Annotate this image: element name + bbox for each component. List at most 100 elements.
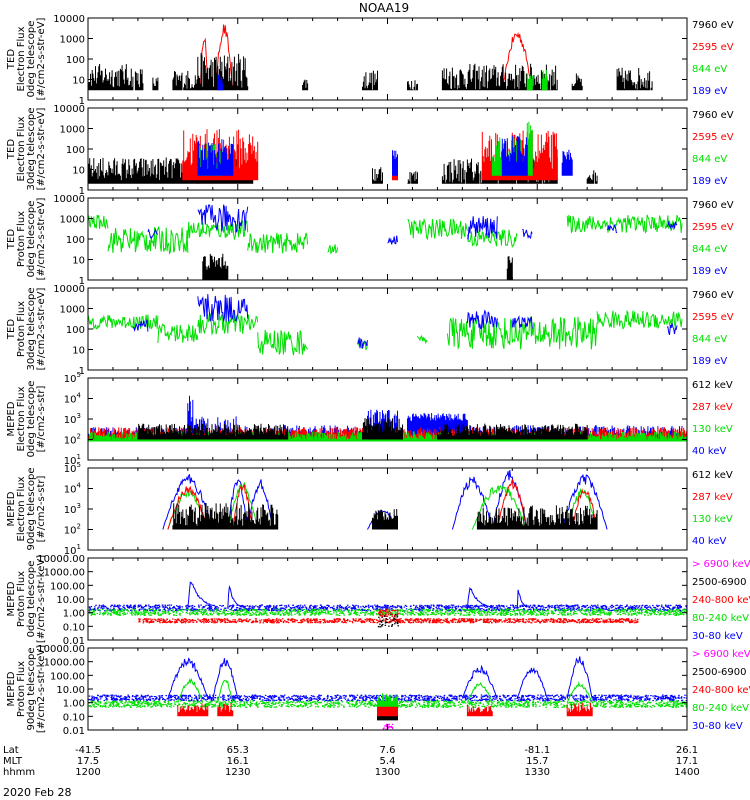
series-blue-1-seg-0-dot [133, 606, 135, 608]
series-blue-1-seg-0-dot [125, 605, 128, 607]
series-red-3-seg-0-dot [452, 621, 454, 623]
series-red-3-seg-0-dot [482, 620, 485, 622]
series-green-2-seg-0-dot [600, 612, 602, 614]
series-green-2-seg-0-dot [391, 609, 393, 611]
series-green-2-seg-0-dot [680, 613, 683, 615]
series-blue-1-seg-0-dot [648, 699, 651, 701]
series-green-2-seg-0-dot [489, 614, 491, 616]
series-blue-1-seg-0-dot [506, 607, 509, 609]
series-red-3-seg-0-dot [322, 622, 325, 624]
series-green-2-seg-0-dot [213, 609, 215, 611]
series-green-2-seg-0-dot [550, 612, 553, 614]
series-green-2-seg-0-dot [204, 609, 206, 611]
series-black-3-seg-1 [372, 509, 398, 530]
series-green-2-seg-0-dot [606, 613, 608, 615]
series-blue-1-seg-0-dot [326, 606, 329, 609]
series-green-2-seg-0-dot [430, 611, 433, 614]
series-red-3-seg-0-dot [580, 621, 583, 623]
series-green-2-seg-0-dot [633, 609, 636, 611]
series-green-2-seg-0-dot [245, 609, 247, 611]
series-green-2-seg-0-dot [155, 609, 158, 612]
series-green-2-seg-0-dot [365, 612, 368, 614]
series-blue-1-seg-0-dot [209, 608, 211, 610]
series-green-2-seg-0-dot [537, 614, 539, 616]
series-green-2-seg-0-dot [629, 610, 632, 612]
series-blue-1-seg-0-dot [667, 605, 669, 607]
series-red-3-seg-0-dot [242, 620, 245, 622]
series-green-2-seg-0-dot [473, 614, 475, 616]
y-tick-exponent: 4 [77, 392, 82, 400]
series-red-3-seg-0-dot [160, 618, 162, 620]
series-red-3-seg-0-dot [254, 618, 257, 620]
series-blue-1-seg-0-dot [361, 610, 363, 612]
series-blue-1-seg-0-dot [466, 607, 468, 610]
series-red-3-seg-0-dot [207, 620, 210, 622]
series-blue-1-seg-0-dot [267, 609, 270, 611]
series-red-3-seg-0-dot [629, 621, 632, 624]
series-red-3-seg-0-dot [347, 618, 349, 621]
series-blue-1-seg-0-dot [339, 606, 341, 608]
series-blue-1-seg-0-dot [104, 610, 106, 612]
series-red-3-seg-0-dot [273, 622, 275, 624]
series-green-2-seg-0-dot [444, 613, 446, 615]
series-green-2-seg-0-dot [601, 609, 603, 611]
series-blue-1-seg-0-dot [246, 608, 248, 610]
series-red-3-seg-0-dot [259, 622, 261, 624]
series-green-2-seg-0-dot [280, 609, 282, 611]
series-red-3-seg-0-dot [238, 618, 240, 620]
series-blue-1-seg-0-dot [253, 606, 255, 608]
series-green-2-seg-0-dot [451, 609, 453, 611]
series-green-2-seg-0-dot [534, 609, 536, 611]
series-green-2-seg-0-dot [252, 614, 254, 616]
series-green-2-seg-0-dot [172, 609, 174, 611]
series-blue-0-seg-3 [516, 589, 528, 609]
series-red-3-seg-0-dot [232, 620, 234, 623]
legend-entry: 2595 eV [692, 312, 734, 323]
series-blue-1-seg-0-dot [618, 608, 621, 610]
series-blue-1-seg-0-dot [499, 605, 501, 607]
series-blue-1-seg-0-dot [251, 607, 253, 609]
series-blue-1-seg-0-dot [134, 605, 137, 608]
series-green-2-seg-0-dot [182, 611, 184, 613]
panel-3-data [88, 204, 683, 280]
series-green-2-seg-0-dot [286, 609, 288, 611]
series-black-1-seg-5 [302, 79, 309, 91]
series-red-3-seg-0-dot [591, 619, 593, 621]
series-red-5-seg-0-dot [385, 608, 387, 610]
series-blue-1-seg-0-dot [206, 608, 209, 610]
series-blue-1-seg-0-dot [202, 606, 205, 608]
series-blue-1-seg-0-dot [204, 695, 206, 697]
series-blue-1-seg-0-dot [292, 604, 294, 606]
series-red-3-seg-0-dot [616, 620, 619, 622]
series-red-3-seg-0-dot [333, 620, 335, 622]
series-red-5-seg-0-dot [380, 610, 382, 612]
series-green-2-seg-0-dot [354, 609, 357, 611]
series-red-3-seg-0-dot [598, 618, 600, 620]
series-green-2-seg-0-dot [362, 611, 364, 614]
series-red-3-seg-0-dot [177, 618, 179, 620]
series-green-2-seg-0-dot [453, 610, 456, 612]
series-green-2-seg-0-dot [602, 612, 604, 614]
series-red-3-seg-0-dot [426, 619, 429, 621]
series-green-2-seg-0-dot [323, 612, 325, 614]
series-green-2-seg-0-dot [460, 612, 462, 614]
series-blue-0-seg-1 [227, 479, 249, 530]
series-green-2-seg-0-dot [539, 613, 542, 616]
series-blue-1-seg-0-dot [94, 606, 96, 608]
series-green-2-seg-0-dot [294, 610, 296, 612]
series-red-3-seg-0-dot [396, 619, 399, 621]
series-green-2-seg-0-dot [671, 610, 674, 612]
series-blue-1-seg-0-dot [176, 609, 178, 611]
series-blue-1-seg-0-dot [544, 609, 546, 612]
legend-entry: 844 eV [692, 334, 727, 345]
series-red-3-seg-0-dot [508, 618, 511, 620]
series-red-3-seg-0-dot [468, 620, 470, 622]
series-blue-1-seg-0-dot [656, 699, 658, 701]
series-green-2-seg-0-dot [186, 612, 189, 614]
series-red-3-seg-0-dot [268, 619, 270, 621]
series-blue-1-seg-0-dot [509, 699, 512, 701]
series-blue-1-seg-0-dot [325, 607, 328, 609]
series-green-2-seg-0-dot [109, 609, 112, 611]
series-blue-1-seg-0-dot [307, 609, 310, 611]
